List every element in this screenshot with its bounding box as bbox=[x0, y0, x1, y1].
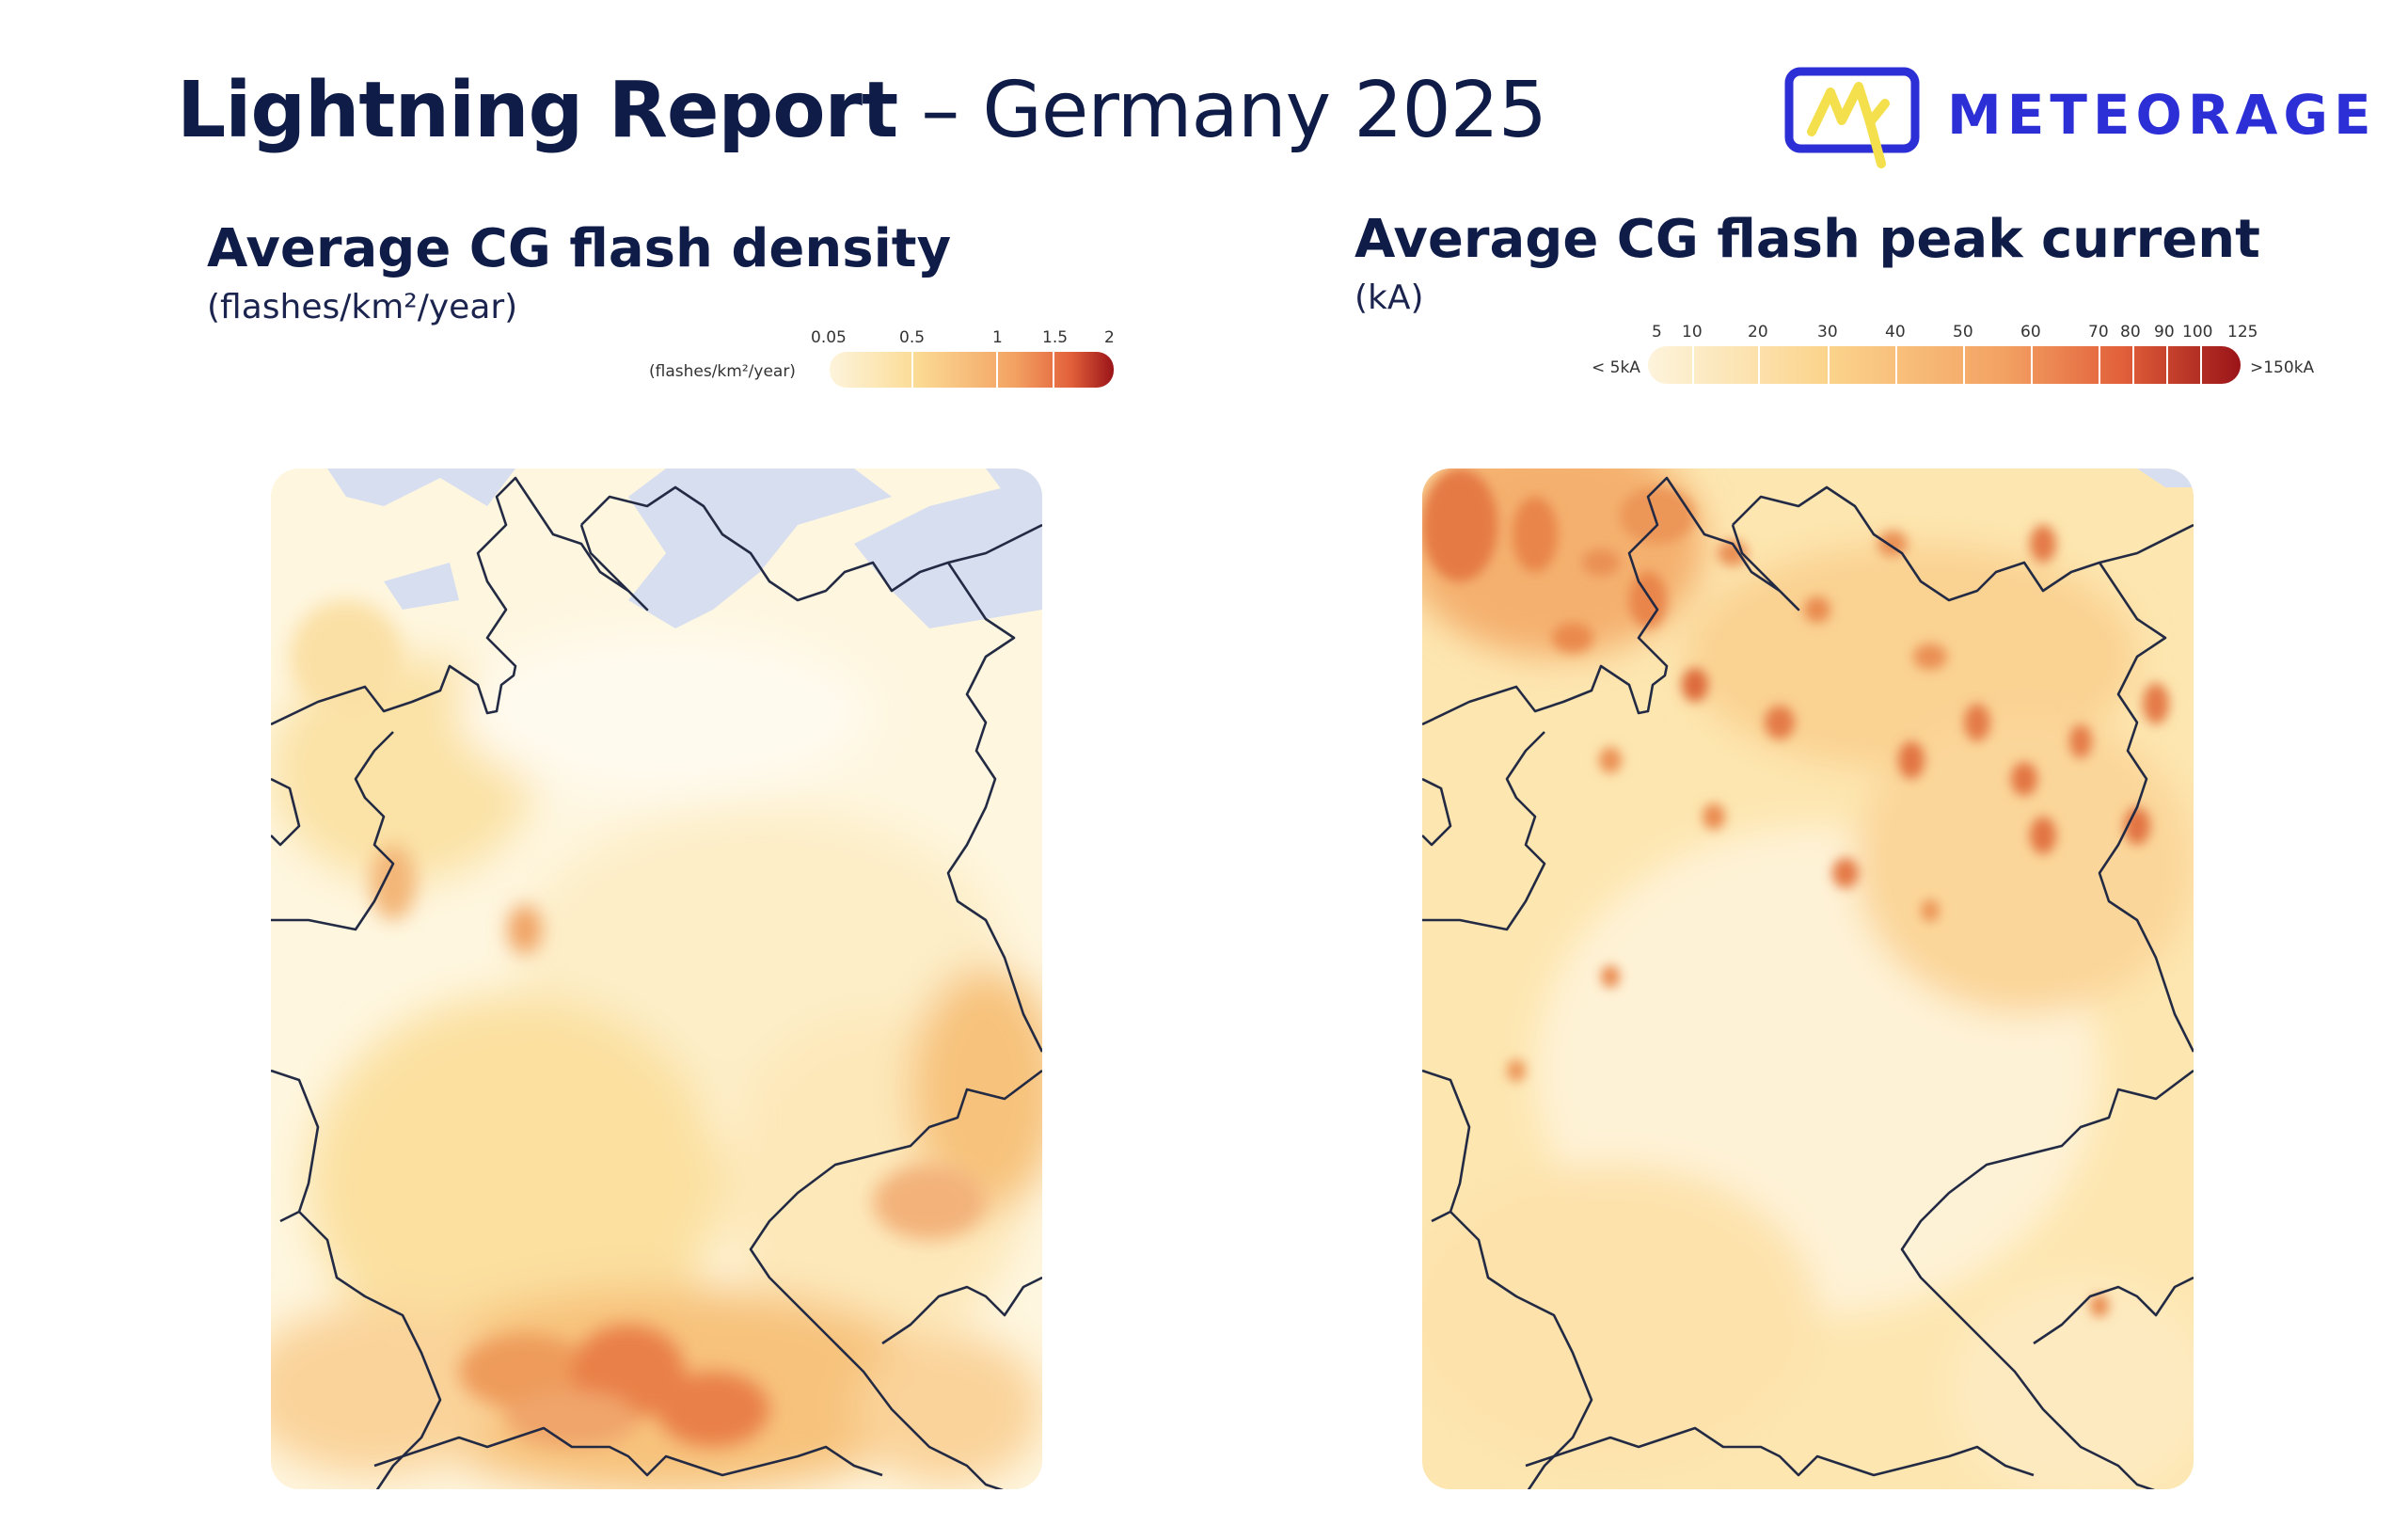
peak-current-legend: < 5kA >150kA 5 10 20 30 40 50 60 70 80 9… bbox=[1580, 320, 2323, 395]
density-tick: 0.5 bbox=[899, 328, 925, 347]
density-tick: 0.05 bbox=[811, 328, 847, 347]
report-title-sub: – Germany 2025 bbox=[921, 66, 1547, 155]
peak-current-panel-unit: (kA) bbox=[1354, 278, 1424, 317]
peak-current-tick: 10 bbox=[1682, 323, 1703, 342]
peak-current-tick: 5 bbox=[1652, 323, 1662, 342]
density-tick: 1.5 bbox=[1042, 328, 1068, 347]
peak-current-tick: 50 bbox=[1953, 323, 1973, 342]
logo-wordmark: METEORAGE bbox=[1947, 83, 2377, 147]
peak-current-tick: 20 bbox=[1748, 323, 1768, 342]
peak-current-tick: 70 bbox=[2088, 323, 2109, 342]
report-title-main: Lightning Report bbox=[177, 66, 898, 155]
peak-current-tick: 100 bbox=[2182, 323, 2212, 342]
density-colorbar bbox=[830, 352, 1114, 388]
density-panel-unit: (flashes/km²/year) bbox=[207, 288, 518, 326]
density-tick: 1 bbox=[992, 328, 1003, 347]
report-title: Lightning Report – Germany 2025 bbox=[177, 66, 1547, 155]
peak-current-tick: 60 bbox=[2020, 323, 2041, 342]
density-legend: (flashes/km²/year) 0.05 0.5 1 1.5 2 bbox=[649, 324, 1138, 399]
peak-current-panel-title: Average CG flash peak current bbox=[1354, 209, 2260, 270]
peak-current-tick: 40 bbox=[1885, 323, 1906, 342]
peak-current-tick: 125 bbox=[2227, 323, 2258, 342]
peak-current-tick: 30 bbox=[1817, 323, 1838, 342]
lightning-m-logo-icon bbox=[1784, 67, 1920, 168]
density-panel-title: Average CG flash density bbox=[207, 218, 952, 279]
peak-current-tick: 80 bbox=[2120, 323, 2141, 342]
meteorage-logo: METEORAGE bbox=[1783, 66, 2371, 169]
density-map bbox=[271, 469, 1042, 1503]
peak-current-low-label: < 5kA bbox=[1592, 358, 1640, 377]
peak-current-colorbar bbox=[1648, 346, 2241, 384]
density-legend-unit: (flashes/km²/year) bbox=[649, 362, 796, 381]
density-tick: 2 bbox=[1104, 328, 1115, 347]
peak-current-high-label: >150kA bbox=[2250, 358, 2315, 377]
peak-current-map bbox=[1422, 469, 2194, 1503]
peak-current-tick: 90 bbox=[2154, 323, 2175, 342]
